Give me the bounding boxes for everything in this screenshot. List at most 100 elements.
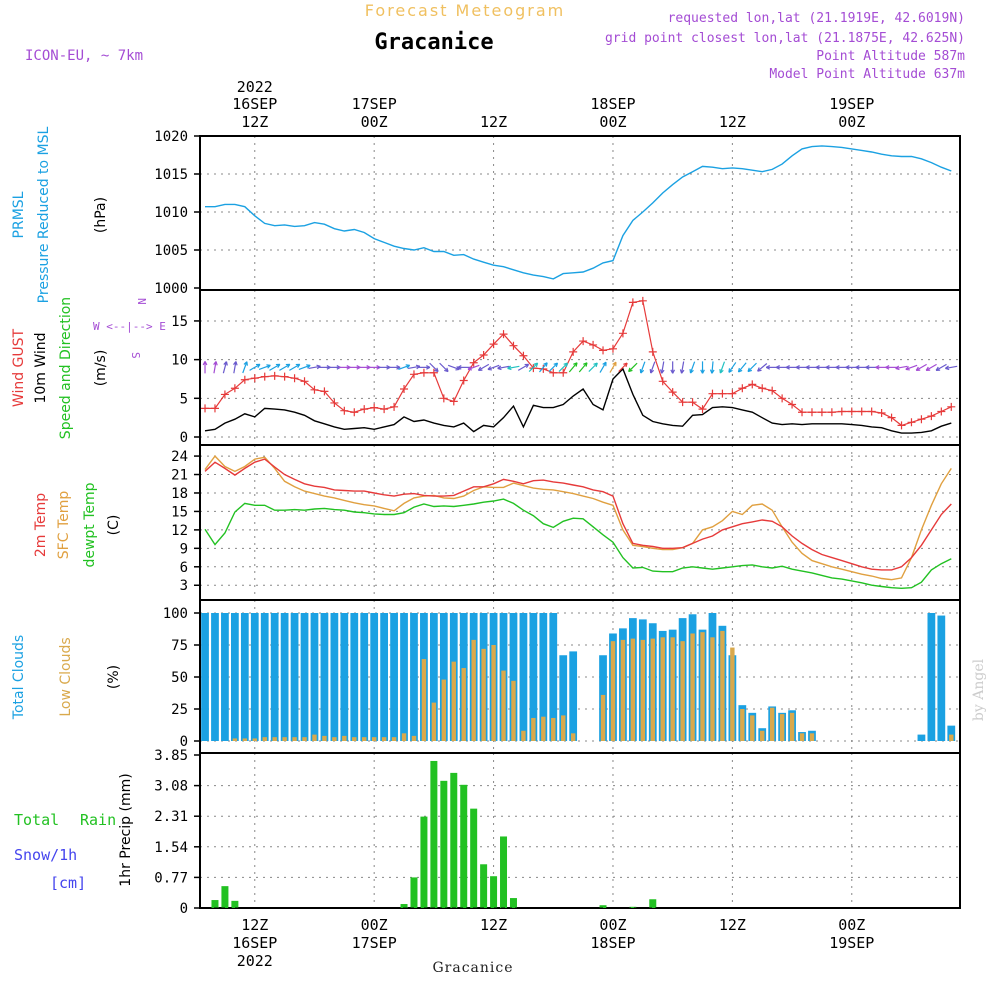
wind-arrow-head — [875, 365, 880, 370]
wind-arrow-head — [885, 365, 890, 370]
precip-snow-label: Snow/1h — [14, 846, 77, 864]
wind-arrow-head — [444, 367, 449, 373]
top-date-label: 16SEP — [232, 95, 277, 113]
wind-gust-marker — [459, 376, 468, 385]
wind-gust-marker — [887, 413, 896, 422]
low-cloud-bar — [312, 734, 317, 741]
wind-gust-marker — [897, 421, 906, 430]
low-cloud-bar — [272, 737, 277, 741]
total-cloud-bar — [917, 734, 926, 741]
temperature-panel: 3 6 9 12 15 18 21 24 — [171, 444, 961, 601]
wind-arrow — [905, 364, 918, 370]
wind-gust-marker — [758, 384, 767, 393]
wind-arrow — [568, 362, 578, 373]
low-cloud-bar — [232, 738, 238, 741]
wind-gust-marker — [628, 298, 637, 307]
wind-arrow-head — [602, 361, 607, 367]
rain-bar — [470, 808, 478, 908]
wind-gust-marker — [320, 387, 329, 396]
bottom-tick-label: 00Z — [838, 916, 865, 934]
wind-arrow — [507, 365, 520, 370]
bottom-tick-label: 00Z — [599, 916, 626, 934]
low-cloud-bar — [700, 632, 705, 741]
low-cloud-bar — [680, 641, 685, 741]
wind-gust-marker — [469, 358, 478, 367]
low-cloud-bar — [292, 737, 297, 741]
wind-gust-marker — [608, 344, 617, 353]
wind-gust-marker — [618, 329, 627, 338]
precipitation-panel: 0 0.77 1.54 2.31 3.08 3.85 — [154, 748, 961, 917]
low-cloud-bar — [769, 707, 775, 741]
wind-arrow-head — [639, 368, 645, 374]
wind-gust-marker — [847, 407, 856, 416]
temp-sfc-label: SFC Temp — [56, 491, 72, 560]
wind-arrow — [517, 363, 529, 371]
wind-arrow — [528, 362, 539, 373]
wind-arrow — [233, 361, 237, 374]
wind-arrow — [429, 362, 439, 373]
wind-arrow-head — [477, 366, 483, 371]
wind-arrow — [945, 365, 958, 370]
wind-arrow — [650, 361, 656, 374]
precip-labels: Total Rain Snow/1h [cm] 1hr Precip (mm) — [14, 773, 134, 892]
y-tick-label: 15 — [171, 314, 188, 330]
y-tick-label: 50 — [171, 670, 188, 686]
bottom-tick-label: 00Z — [361, 916, 388, 934]
low-cloud-bar — [760, 730, 765, 741]
low-cloud-bar — [620, 639, 626, 741]
pressure-labels: PRMSL Pressure Reduced to MSL (hPa) — [11, 126, 109, 303]
sfc-temp-line — [204, 455, 952, 581]
wind-arrow-head — [845, 365, 850, 370]
rain-bar — [430, 760, 438, 908]
total-cloud-bar — [429, 613, 438, 741]
low-cloud-bar — [401, 733, 407, 741]
wind-arrow-head — [583, 362, 588, 367]
footer-location: Gracanice — [432, 960, 513, 976]
total-cloud-bar — [559, 655, 568, 741]
top-year-label: 2022 — [237, 78, 273, 96]
2m-temp-line — [204, 458, 952, 571]
total-cloud-bar — [230, 613, 239, 741]
bottom-year-label: 2022 — [237, 952, 273, 970]
wind-arrow-head — [426, 365, 431, 370]
bottom-date-label: 18SEP — [590, 934, 635, 952]
low-cloud-bar — [451, 661, 456, 741]
rain-bar — [400, 904, 408, 908]
low-cloud-bar — [491, 645, 496, 741]
clouds-labels: Total Clouds Low Clouds (%) — [11, 635, 122, 720]
top-date-label: 18SEP — [590, 95, 635, 113]
low-cloud-bar — [531, 717, 536, 741]
wind-gust-marker — [300, 377, 309, 386]
wind-arrow-head — [805, 365, 810, 370]
rain-bar — [221, 886, 229, 908]
wind-arrow-head — [533, 362, 539, 368]
total-cloud-bar — [539, 613, 548, 741]
wind-arrow — [439, 362, 449, 373]
wind-arrow-head — [689, 368, 694, 374]
y-tick-label: 9 — [180, 541, 188, 557]
pressure-label-long: Pressure Reduced to MSL — [36, 126, 52, 303]
wind-gust-marker — [688, 398, 697, 407]
wind-arrow-head — [612, 361, 617, 367]
wind-gust-marker — [519, 351, 528, 360]
total-cloud-bar — [360, 613, 369, 741]
wind-arrow — [895, 365, 908, 370]
wind-arrow-head — [255, 363, 261, 369]
top-tick-label: 00Z — [361, 113, 388, 131]
wind-arrow-head — [925, 366, 931, 371]
wind-gust-marker — [638, 296, 647, 305]
y-tick-label: 0 — [180, 734, 188, 750]
low-cloud-bar — [242, 738, 248, 741]
wind-gust-marker — [668, 388, 677, 397]
wind-gust-marker — [360, 405, 369, 414]
wind-gust-marker — [230, 384, 239, 393]
wind-arrow-head — [895, 365, 900, 371]
wind-arrow-head — [213, 361, 218, 366]
low-cloud-bar — [750, 715, 755, 741]
y-tick-label: 1010 — [154, 205, 188, 221]
wind-gust-marker — [877, 409, 886, 418]
wind-arrow-head — [275, 363, 281, 369]
wind-gust-marker — [250, 374, 259, 383]
